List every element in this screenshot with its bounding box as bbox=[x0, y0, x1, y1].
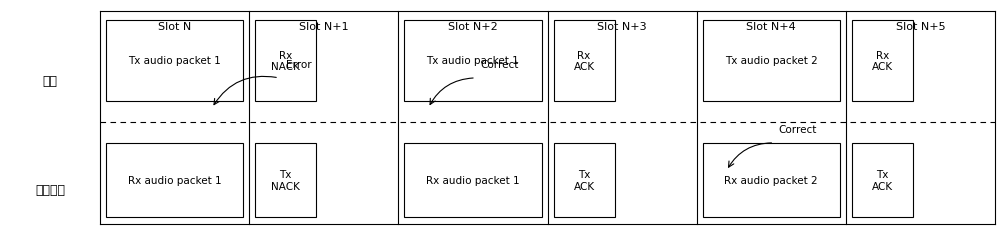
Text: Tx audio packet 1: Tx audio packet 1 bbox=[427, 56, 519, 66]
Bar bbox=[106, 21, 243, 102]
Text: Rx
ACK: Rx ACK bbox=[872, 50, 893, 72]
Bar bbox=[554, 143, 615, 217]
Text: Slot N+3: Slot N+3 bbox=[597, 21, 647, 32]
Text: 手机: 手机 bbox=[42, 74, 58, 87]
Text: Rx audio packet 1: Rx audio packet 1 bbox=[426, 175, 520, 185]
Text: Slot N: Slot N bbox=[158, 21, 191, 32]
Bar bbox=[852, 21, 913, 102]
Text: Slot N+5: Slot N+5 bbox=[896, 21, 945, 32]
Bar bbox=[106, 143, 243, 217]
Bar bbox=[703, 143, 840, 217]
Text: Rx
ACK: Rx ACK bbox=[573, 50, 595, 72]
Bar bbox=[852, 143, 913, 217]
Bar bbox=[554, 21, 615, 102]
Text: Error: Error bbox=[286, 60, 312, 70]
Text: Tx
NACK: Tx NACK bbox=[271, 169, 300, 191]
Text: Tx
ACK: Tx ACK bbox=[573, 169, 595, 191]
Text: Rx
NACK: Rx NACK bbox=[271, 50, 300, 72]
Text: Slot N+1: Slot N+1 bbox=[299, 21, 349, 32]
Text: Rx audio packet 1: Rx audio packet 1 bbox=[128, 175, 221, 185]
Bar bbox=[703, 21, 840, 102]
Text: 蓝牙耳机: 蓝牙耳机 bbox=[35, 183, 65, 196]
Text: Slot N+2: Slot N+2 bbox=[448, 21, 498, 32]
Bar bbox=[255, 143, 316, 217]
Text: Correct: Correct bbox=[779, 124, 817, 134]
Bar bbox=[404, 21, 542, 102]
Text: Correct: Correct bbox=[480, 60, 519, 70]
Bar bbox=[255, 21, 316, 102]
Bar bbox=[404, 143, 542, 217]
Text: Rx audio packet 2: Rx audio packet 2 bbox=[724, 175, 818, 185]
Text: Tx
ACK: Tx ACK bbox=[872, 169, 893, 191]
Text: Tx audio packet 1: Tx audio packet 1 bbox=[128, 56, 221, 66]
Text: Slot N+4: Slot N+4 bbox=[746, 21, 796, 32]
Text: Tx audio packet 2: Tx audio packet 2 bbox=[725, 56, 818, 66]
